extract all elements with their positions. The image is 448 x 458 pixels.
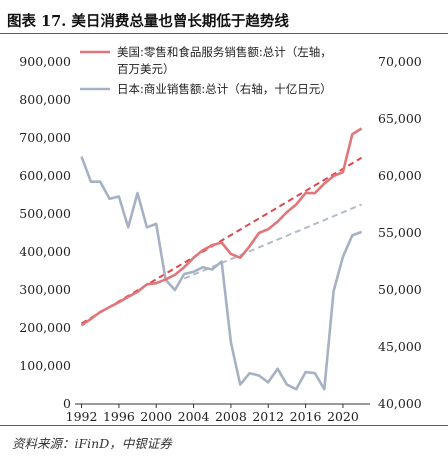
x-tick-label: 2008 xyxy=(215,409,247,424)
y-left-tick-label: 500,000 xyxy=(19,206,71,221)
y-right-tick-label: 40,000 xyxy=(378,396,422,411)
x-tick-label: 2016 xyxy=(290,409,322,424)
y-left-tick-label: 100,000 xyxy=(19,358,71,373)
y-left-tick-label: 200,000 xyxy=(19,320,71,335)
y-left-tick-label: 300,000 xyxy=(19,282,71,297)
y-left-tick-label: 800,000 xyxy=(19,92,71,107)
legend: 美国:零售和食品服务销售额:总计（左轴， 百万美元） 日本:商业销售额:总计（右轴，… xyxy=(80,45,332,96)
y-left-tick-label: 400,000 xyxy=(19,244,71,259)
y-right-tick-label: 70,000 xyxy=(378,54,422,69)
y-right-tick-label: 45,000 xyxy=(378,339,422,354)
figure-title: 图表 17. 美日消费总量也曾长期低于趋势线 xyxy=(7,13,289,30)
top-rule xyxy=(0,33,448,34)
y-right-tick-label: 60,000 xyxy=(378,168,422,183)
series-layer xyxy=(80,127,363,391)
us-retail-sales-line xyxy=(80,127,363,327)
y-left-tick-label: 600,000 xyxy=(19,168,71,183)
x-tick-label: 2012 xyxy=(252,409,284,424)
x-tick-label: 2000 xyxy=(140,409,172,424)
legend-label: 百万美元） xyxy=(117,62,175,76)
legend-label: 日本:商业销售额:总计（右轴，十亿日元） xyxy=(117,82,332,96)
dual-axis-line-chart: 0 100,000 200,000 300,000 400,000 500,000 600,… xyxy=(19,45,421,424)
legend-label: 美国:零售和食品服务销售额:总计（左轴， xyxy=(117,45,332,59)
x-tick-label: 2020 xyxy=(327,409,359,424)
x-tick-label: 1992 xyxy=(66,409,98,424)
source-note: 资料来源：iFinD，中银证券 xyxy=(12,436,172,451)
jp-commercial-sales-line xyxy=(80,156,363,391)
bottom-rule xyxy=(0,425,448,426)
y-left-tick-label: 0 xyxy=(63,396,71,411)
y-right-tick-label: 65,000 xyxy=(378,111,422,126)
y-left-tick-label: 900,000 xyxy=(19,54,71,69)
y-left-tick-label: 700,000 xyxy=(19,130,71,145)
jp-trendline xyxy=(183,203,362,280)
axes-layer: 0 100,000 200,000 300,000 400,000 500,000 600,… xyxy=(19,54,421,424)
x-tick-label: 2004 xyxy=(178,409,210,424)
x-tick-label: 1996 xyxy=(103,409,135,424)
y-right-tick-label: 50,000 xyxy=(378,282,422,297)
y-right-tick-label: 55,000 xyxy=(378,225,422,240)
